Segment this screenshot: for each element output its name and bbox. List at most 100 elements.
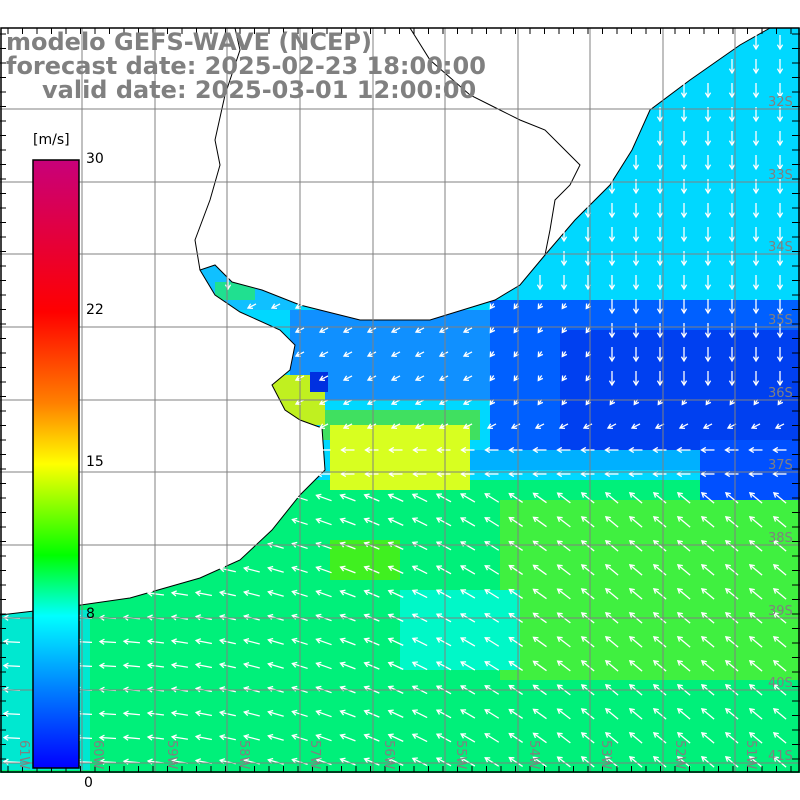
lagoon-border: [409, 27, 581, 256]
wind-arrow: [580, 492, 595, 504]
wind-arrow: [752, 299, 760, 315]
wind-arrow: [366, 327, 377, 334]
wind-arrow: [776, 371, 784, 387]
wind-arrow: [556, 564, 571, 576]
wind-arrow: [484, 637, 500, 647]
wind-arrow: [628, 446, 643, 454]
wind-arrow: [98, 734, 117, 741]
wind-arrow: [194, 662, 212, 669]
wind-arrow: [340, 446, 355, 454]
longitude-label: 57W: [307, 740, 322, 770]
wind-arrow: [339, 757, 356, 766]
wind-arrow: [366, 351, 377, 358]
wind-arrow: [2, 638, 21, 645]
wind-arrow: [510, 423, 521, 430]
wind-arrow: [704, 203, 712, 219]
wind-arrow: [318, 351, 329, 358]
latitude-label: 33S: [768, 168, 793, 183]
wind-arrow: [435, 565, 452, 575]
wind-arrow: [484, 589, 500, 599]
wind-arrow: [676, 540, 691, 552]
wind-arrow: [680, 179, 688, 195]
wind-arrow: [315, 661, 332, 670]
wind-arrow: [748, 660, 763, 672]
wind-arrow: [556, 540, 571, 552]
wind-arrow: [604, 516, 619, 528]
wind-arrow: [390, 399, 401, 406]
longitude-label: 56W: [381, 740, 396, 770]
wind-arrow: [315, 709, 332, 718]
wind-arrow: [561, 375, 568, 382]
wind-arrow: [748, 564, 763, 576]
wind-arrow: [122, 710, 141, 717]
wind-arrow: [122, 662, 141, 669]
wind-arrow: [363, 589, 380, 598]
wind-arrow: [460, 493, 476, 503]
wind-arrow: [318, 399, 329, 406]
wind-arrow: [748, 708, 763, 720]
wind-arrow: [700, 732, 715, 744]
wind-arrow: [508, 588, 524, 599]
wind-arrow: [339, 733, 356, 742]
wind-arrow: [146, 710, 165, 717]
wind-arrow: [582, 423, 593, 430]
wind-arrow: [315, 757, 332, 766]
wind-arrow: [628, 492, 643, 504]
wind-arrow: [267, 733, 284, 741]
wind-arrow: [366, 423, 377, 430]
colorbar-tick: 8: [86, 606, 95, 622]
wind-arrow: [656, 251, 664, 267]
wind-arrow: [604, 588, 619, 600]
wind-arrow: [628, 564, 643, 576]
wind-arrow: [676, 732, 691, 744]
wind-arrow: [364, 446, 379, 454]
wind-arrow: [580, 660, 595, 672]
longitude-label: 58W: [236, 740, 251, 770]
wind-arrow: [585, 303, 592, 310]
wind-arrow: [194, 590, 212, 597]
wind-arrow: [580, 756, 595, 768]
wind-arrow: [700, 756, 715, 768]
wind-arrow: [363, 541, 380, 550]
wind-arrow: [460, 637, 476, 647]
wind-arrow: [678, 423, 689, 430]
wind-arrow: [752, 203, 760, 219]
wind-arrow: [628, 660, 643, 672]
wind-arrow: [604, 540, 619, 552]
wind-arrow: [752, 83, 760, 99]
wind-arrow: [537, 327, 544, 334]
wind-arrow: [724, 446, 739, 454]
wind-arrow: [704, 83, 712, 99]
wind-arrow: [628, 588, 643, 600]
wind-arrow: [630, 423, 641, 430]
wind-arrow: [435, 709, 452, 719]
wind-arrow: [414, 351, 425, 358]
wind-arrow: [628, 756, 643, 768]
wind-arrow: [728, 275, 736, 291]
wind-arrow: [676, 636, 691, 648]
wind-arrow: [704, 155, 712, 171]
wind-arrow: [700, 660, 715, 672]
wind-arrow: [508, 516, 524, 527]
wind-arrow: [680, 155, 688, 171]
wind-arrow: [435, 757, 452, 767]
wind-arrow: [532, 446, 547, 454]
wind-arrow: [632, 227, 640, 243]
wind-arrow: [652, 540, 667, 552]
wind-arrow: [776, 299, 784, 315]
wind-arrow: [435, 517, 452, 527]
wind-arrow: [561, 327, 568, 334]
wind-arrow: [342, 375, 353, 382]
wind-arrow: [460, 589, 476, 599]
wind-arrow: [435, 637, 452, 647]
wind-arrow: [680, 131, 688, 147]
wind-arrow: [339, 637, 356, 646]
wind-arrow: [656, 179, 664, 195]
wind-arrow: [316, 446, 331, 454]
wind-arrow: [752, 59, 760, 75]
wind-arrow: [656, 203, 664, 219]
wind-arrow: [776, 83, 784, 99]
wind-arrow: [243, 565, 260, 573]
wind-arrow: [604, 708, 619, 720]
wind-arrow: [700, 708, 715, 720]
